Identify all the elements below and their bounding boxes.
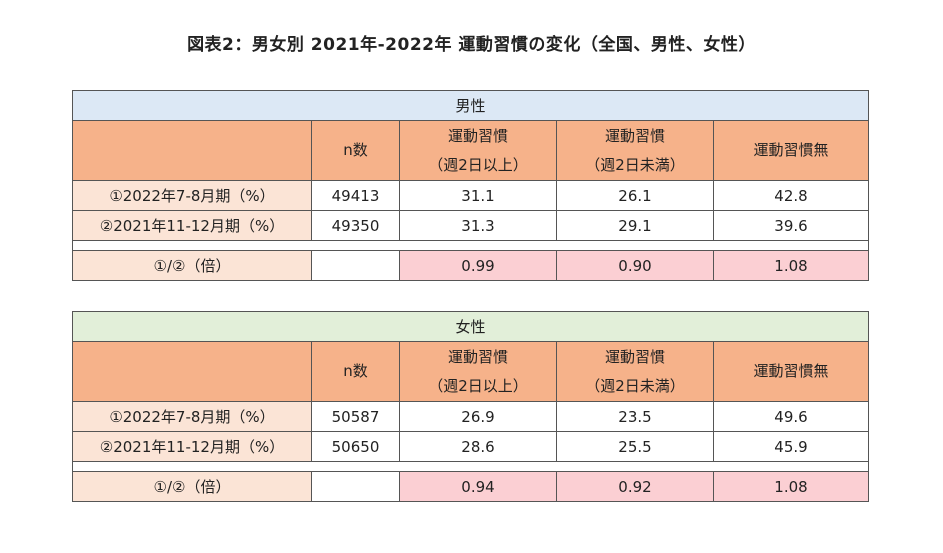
header-no-habit: 運動習慣無 — [713, 341, 869, 402]
header-habit-under2-line2: （週2日未満） — [585, 376, 685, 395]
header-habit-under2-line1: 運動習慣 — [604, 347, 665, 366]
header-row: n数 運動習慣 （週2日以上） 運動習慣 （週2日未満） 運動習慣無 — [72, 120, 869, 181]
cell-no-habit: 49.6 — [713, 401, 869, 432]
cell-n: 50587 — [311, 401, 400, 432]
table-row: ②2021年11-12月期（%） 49350 31.3 29.1 39.6 — [72, 210, 869, 241]
ratio-habit-under2: 0.92 — [556, 471, 714, 502]
male-table: 男性 n数 運動習慣 （週2日以上） 運動習慣 （週2日未満） 運動習慣無 ①2… — [72, 90, 869, 281]
row-label: ②2021年11-12月期（%） — [72, 431, 312, 462]
header-no-habit: 運動習慣無 — [713, 120, 869, 181]
spacer-row — [72, 240, 869, 251]
table-row: ②2021年11-12月期（%） 50650 28.6 25.5 45.9 — [72, 431, 869, 462]
cell-n: 49413 — [311, 180, 400, 211]
cell-habit-2plus: 31.3 — [399, 210, 557, 241]
ratio-row: ①/②（倍） 0.94 0.92 1.08 — [72, 471, 869, 502]
cell-n: 50650 — [311, 431, 400, 462]
header-row: n数 運動習慣 （週2日以上） 運動習慣 （週2日未満） 運動習慣無 — [72, 341, 869, 402]
cell-habit-2plus: 26.9 — [399, 401, 557, 432]
table-row: ①2022年7-8月期（%） 49413 31.1 26.1 42.8 — [72, 180, 869, 211]
cell-habit-2plus: 31.1 — [399, 180, 557, 211]
ratio-habit-2plus: 0.99 — [399, 250, 557, 281]
cell-no-habit: 42.8 — [713, 180, 869, 211]
ratio-label: ①/②（倍） — [72, 471, 312, 502]
header-n: n数 — [311, 120, 400, 181]
ratio-n-blank — [311, 250, 400, 281]
table-row: ①2022年7-8月期（%） 50587 26.9 23.5 49.6 — [72, 401, 869, 432]
row-label: ②2021年11-12月期（%） — [72, 210, 312, 241]
cell-habit-2plus: 28.6 — [399, 431, 557, 462]
ratio-no-habit: 1.08 — [713, 471, 869, 502]
ratio-habit-2plus: 0.94 — [399, 471, 557, 502]
ratio-n-blank — [311, 471, 400, 502]
ratio-habit-under2: 0.90 — [556, 250, 714, 281]
header-label-blank — [72, 120, 312, 181]
spacer-row — [72, 461, 869, 472]
ratio-row: ①/②（倍） 0.99 0.90 1.08 — [72, 250, 869, 281]
row-label: ①2022年7-8月期（%） — [72, 401, 312, 432]
header-habit-under2-line1: 運動習慣 — [604, 126, 665, 145]
page-title: 図表2：男女別 2021年-2022年 運動習慣の変化（全国、男性、女性） — [187, 35, 756, 55]
row-label: ①2022年7-8月期（%） — [72, 180, 312, 211]
header-habit-2plus: 運動習慣 （週2日以上） — [399, 341, 557, 402]
cell-no-habit: 39.6 — [713, 210, 869, 241]
cell-habit-under2: 26.1 — [556, 180, 714, 211]
header-habit-under2-line2: （週2日未満） — [585, 155, 685, 174]
header-habit-2plus-line1: 運動習慣 — [447, 347, 508, 366]
cell-n: 49350 — [311, 210, 400, 241]
cell-habit-under2: 25.5 — [556, 431, 714, 462]
header-label-blank — [72, 341, 312, 402]
header-habit-2plus-line1: 運動習慣 — [447, 126, 508, 145]
header-habit-2plus-line2: （週2日以上） — [428, 376, 528, 395]
section-header-female: 女性 — [72, 311, 869, 342]
header-n: n数 — [311, 341, 400, 402]
cell-no-habit: 45.9 — [713, 431, 869, 462]
header-habit-2plus-line2: （週2日以上） — [428, 155, 528, 174]
ratio-label: ①/②（倍） — [72, 250, 312, 281]
header-habit-under2: 運動習慣 （週2日未満） — [556, 120, 714, 181]
female-table: 女性 n数 運動習慣 （週2日以上） 運動習慣 （週2日未満） 運動習慣無 ①2… — [72, 311, 869, 502]
cell-habit-under2: 29.1 — [556, 210, 714, 241]
header-habit-2plus: 運動習慣 （週2日以上） — [399, 120, 557, 181]
header-habit-under2: 運動習慣 （週2日未満） — [556, 341, 714, 402]
cell-habit-under2: 23.5 — [556, 401, 714, 432]
ratio-no-habit: 1.08 — [713, 250, 869, 281]
section-header-male: 男性 — [72, 90, 869, 121]
